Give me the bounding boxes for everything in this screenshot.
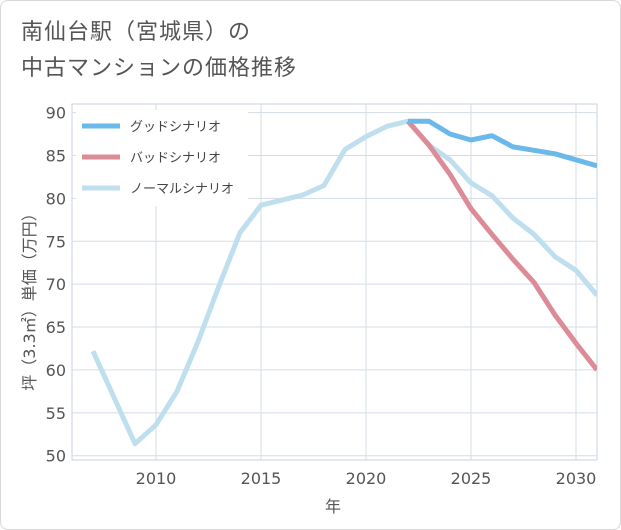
y-tick-label: 75 (46, 232, 66, 251)
legend-label: バッドシナリオ (130, 151, 221, 166)
series-lines (90, 118, 597, 447)
plot-frame (71, 103, 598, 461)
y-tick-label: 50 (46, 447, 66, 466)
legend-label: ノーマルシナリオ (130, 182, 234, 197)
x-tick-label: 2030 (556, 469, 597, 488)
y-tick-label: 55 (46, 404, 66, 423)
legend-label: グッドシナリオ (130, 120, 221, 135)
x-tick-label: 2020 (346, 469, 387, 488)
grid-lines (71, 103, 598, 461)
chart-title: 南仙台駅（宮城県）の 中古マンションの価格推移 (21, 15, 297, 87)
chart-title-line1: 南仙台駅（宮城県）の (21, 20, 252, 45)
series-line-1 (406, 119, 597, 372)
y-tick-label: 80 (46, 189, 66, 208)
y-tick-label: 90 (46, 104, 66, 123)
y-tick-label: 65 (46, 318, 66, 337)
y-axis-label: 坪（3.3㎡）単価（万円） (20, 205, 39, 390)
series-line-0 (408, 118, 597, 169)
x-tick-label: 2025 (451, 469, 492, 488)
y-tick-label: 70 (46, 275, 66, 294)
x-tick-label: 2015 (241, 469, 282, 488)
y-tick-label: 60 (46, 361, 66, 380)
chart-title-line2: 中古マンションの価格推移 (21, 56, 298, 81)
series-line-2 (90, 118, 597, 447)
x-tick-label: 2010 (136, 469, 177, 488)
y-tick-label: 85 (46, 146, 66, 165)
axes: 50 55 60 65 70 75 80 85 90 2010 2015 2020 2025 2030 (46, 104, 597, 488)
x-axis-label: 年 (325, 497, 341, 516)
